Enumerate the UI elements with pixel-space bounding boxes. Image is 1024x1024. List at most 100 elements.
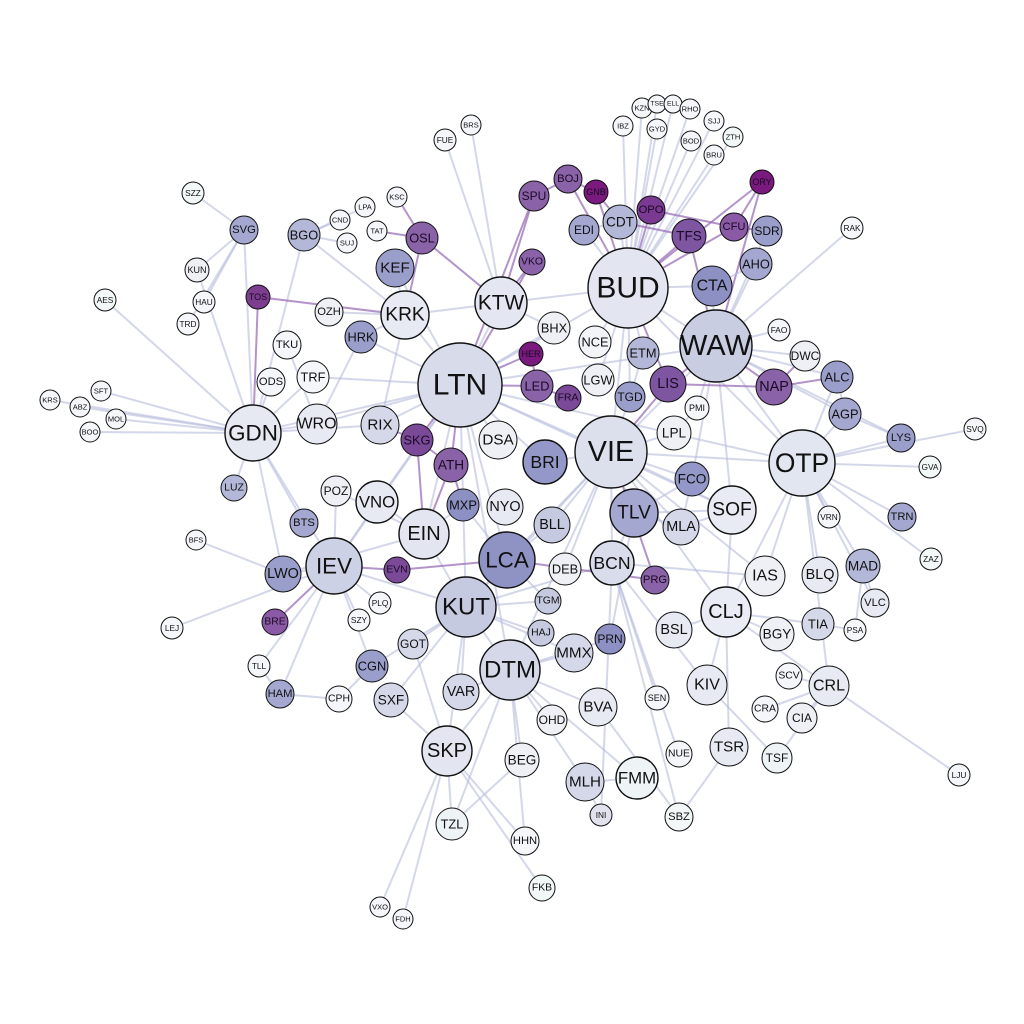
node-trd[interactable]: TRD — [176, 312, 200, 336]
node-aho[interactable]: AHO — [739, 247, 773, 281]
node-lwo[interactable]: LWO — [264, 555, 302, 593]
node-bru[interactable]: BRU — [703, 144, 725, 166]
node-vrn[interactable]: VRN — [817, 505, 841, 529]
node-tse[interactable]: TSE — [647, 94, 667, 114]
node-scv[interactable]: SCV — [775, 662, 803, 690]
node-zth[interactable]: ZTH — [722, 126, 744, 148]
node-ibz[interactable]: IBZ — [612, 115, 634, 137]
node-spu[interactable]: SPU — [518, 180, 550, 212]
node-mad[interactable]: MAD — [845, 548, 881, 584]
node-prg[interactable]: PRG — [640, 565, 670, 595]
node-ell[interactable]: ELL — [663, 94, 683, 114]
node-fco[interactable]: FCO — [674, 461, 710, 497]
node-lca[interactable]: LCA — [478, 531, 536, 589]
node-szy[interactable]: SZY — [347, 608, 371, 632]
node-lpa[interactable]: LPA — [354, 196, 376, 218]
node-cta[interactable]: CTA — [691, 265, 733, 307]
node-deb[interactable]: DEB — [548, 552, 582, 586]
node-got[interactable]: GOT — [397, 628, 429, 660]
node-sen[interactable]: SEN — [644, 685, 670, 711]
node-pmi[interactable]: PMI — [684, 395, 710, 421]
node-ein[interactable]: EIN — [398, 508, 450, 560]
node-hrk[interactable]: HRK — [344, 320, 378, 354]
node-haj[interactable]: HAJ — [527, 619, 555, 647]
node-bod[interactable]: BOD — [680, 130, 702, 152]
node-fao[interactable]: FAO — [767, 318, 791, 342]
node-abz[interactable]: ABZ — [69, 396, 91, 418]
node-zaz[interactable]: ZAZ — [919, 547, 943, 571]
node-dtm[interactable]: DTM — [479, 639, 541, 701]
node-crl[interactable]: CRL — [808, 665, 850, 707]
node-nce[interactable]: NCE — [578, 325, 612, 359]
node-lis[interactable]: LIS — [649, 365, 687, 403]
node-bhx[interactable]: BHX — [537, 311, 571, 345]
node-alc[interactable]: ALC — [820, 360, 854, 394]
node-sft[interactable]: SFT — [90, 380, 112, 402]
node-trf[interactable]: TRF — [296, 360, 330, 394]
node-ods[interactable]: ODS — [256, 367, 286, 397]
node-svq[interactable]: SVQ — [963, 417, 987, 441]
node-rho[interactable]: RHO — [679, 98, 701, 120]
node-tfs[interactable]: TFS — [671, 218, 707, 254]
node-mxp[interactable]: MXP — [446, 488, 480, 522]
node-vie[interactable]: VIE — [574, 415, 648, 489]
node-kiv[interactable]: KIV — [686, 664, 728, 706]
node-mol[interactable]: MOL — [105, 408, 127, 430]
node-bgy[interactable]: BGY — [759, 616, 795, 652]
node-tsr[interactable]: TSR — [709, 727, 749, 767]
node-rix[interactable]: RIX — [360, 405, 400, 445]
node-ham[interactable]: HAM — [265, 679, 295, 709]
node-ktw[interactable]: KTW — [474, 276, 528, 330]
node-lju[interactable]: LJU — [947, 763, 971, 787]
node-hhn[interactable]: HHN — [510, 826, 540, 856]
node-rak[interactable]: RAK — [840, 216, 864, 240]
node-psa[interactable]: PSA — [843, 618, 867, 642]
node-svg[interactable]: SVG — [229, 215, 259, 245]
node-trn[interactable]: TRN — [887, 502, 917, 532]
node-blq[interactable]: BLQ — [801, 556, 839, 594]
node-brs[interactable]: BRS — [460, 114, 482, 136]
node-ory[interactable]: ORY — [749, 169, 775, 195]
node-cfu[interactable]: CFU — [719, 212, 749, 242]
node-dsa[interactable]: DSA — [478, 420, 518, 460]
node-boj[interactable]: BOJ — [553, 164, 583, 194]
node-sdr[interactable]: SDR — [751, 215, 783, 247]
node-agp[interactable]: AGP — [828, 397, 862, 431]
node-prn[interactable]: PRN — [594, 623, 626, 655]
node-tgd[interactable]: TGD — [614, 381, 646, 413]
node-clj[interactable]: CLJ — [700, 586, 752, 638]
node-tll[interactable]: TLL — [247, 654, 271, 678]
node-vxo[interactable]: VXO — [369, 896, 391, 918]
node-cgn[interactable]: CGN — [355, 649, 389, 683]
node-lpl[interactable]: LPL — [656, 415, 692, 451]
node-mlh[interactable]: MLH — [565, 762, 605, 802]
node-plq[interactable]: PLQ — [368, 591, 392, 615]
node-cia[interactable]: CIA — [786, 702, 818, 734]
node-aes[interactable]: AES — [93, 288, 117, 312]
node-kun[interactable]: KUN — [184, 257, 210, 283]
node-ksc[interactable]: KSC — [386, 186, 408, 208]
node-fmm[interactable]: FMM — [615, 756, 659, 800]
node-skp[interactable]: SKP — [421, 725, 473, 777]
node-evn[interactable]: EVN — [383, 556, 411, 584]
node-cra[interactable]: CRA — [751, 695, 779, 723]
node-mmx[interactable]: MMX — [554, 633, 594, 673]
node-bri[interactable]: BRI — [522, 439, 568, 485]
node-tia[interactable]: TIA — [801, 607, 835, 641]
node-gva[interactable]: GVA — [918, 455, 942, 479]
node-her[interactable]: HER — [518, 341, 544, 367]
node-lys[interactable]: LYS — [886, 423, 916, 453]
node-bll[interactable]: BLL — [533, 506, 571, 544]
node-nyo[interactable]: NYO — [486, 488, 524, 526]
node-ltn[interactable]: LTN — [417, 342, 503, 428]
node-ath[interactable]: ATH — [433, 447, 469, 483]
node-gnb[interactable]: GNB — [583, 179, 609, 205]
node-mla[interactable]: MLA — [662, 508, 700, 546]
node-ini[interactable]: INI — [589, 803, 613, 827]
node-fra[interactable]: FRA — [554, 384, 582, 412]
node-var[interactable]: VAR — [442, 673, 480, 711]
node-gyd[interactable]: GYD — [646, 118, 668, 140]
node-bva[interactable]: BVA — [578, 687, 618, 727]
node-tos[interactable]: TOS — [245, 284, 271, 310]
node-sof[interactable]: SOF — [707, 485, 757, 535]
